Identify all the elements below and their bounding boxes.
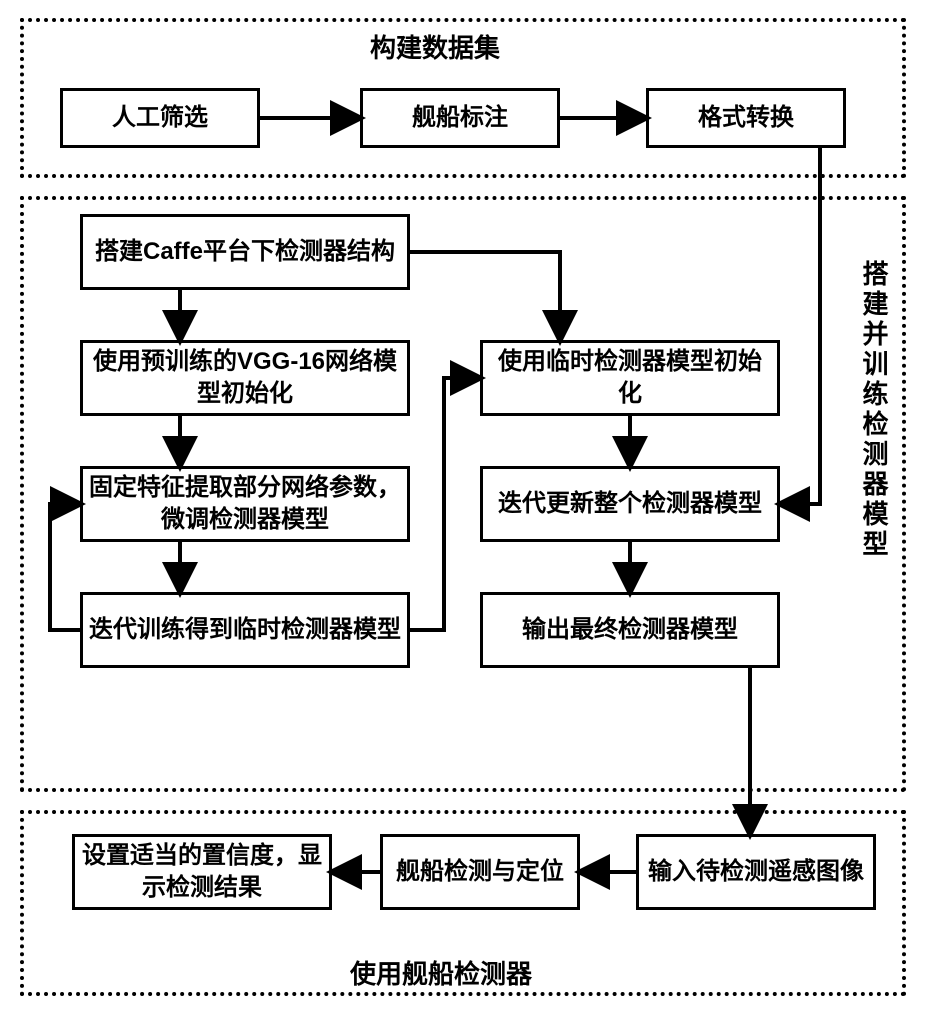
node-temp-init: 使用临时检测器模型初始化 xyxy=(480,340,780,416)
node-detect-locate: 舰船检测与定位 xyxy=(380,834,580,910)
node-format-convert: 格式转换 xyxy=(646,88,846,148)
stage-training-title: 搭建并训练检测器模型 xyxy=(856,260,893,560)
node-vgg16-init: 使用预训练的VGG-16网络模型初始化 xyxy=(80,340,410,416)
stage-dataset-title: 构建数据集 xyxy=(370,28,500,65)
node-output-final: 输出最终检测器模型 xyxy=(480,592,780,668)
node-build-caffe: 搭建Caffe平台下检测器结构 xyxy=(80,214,410,290)
node-ship-annotate: 舰船标注 xyxy=(360,88,560,148)
node-iter-update: 迭代更新整个检测器模型 xyxy=(480,466,780,542)
stage-usage-title: 使用舰船检测器 xyxy=(350,954,532,991)
node-manual-filter: 人工筛选 xyxy=(60,88,260,148)
node-iter-temp-model: 迭代训练得到临时检测器模型 xyxy=(80,592,410,668)
node-finetune: 固定特征提取部分网络参数，微调检测器模型 xyxy=(80,466,410,542)
node-input-image: 输入待检测遥感图像 xyxy=(636,834,876,910)
node-show-result: 设置适当的置信度，显示检测结果 xyxy=(72,834,332,910)
